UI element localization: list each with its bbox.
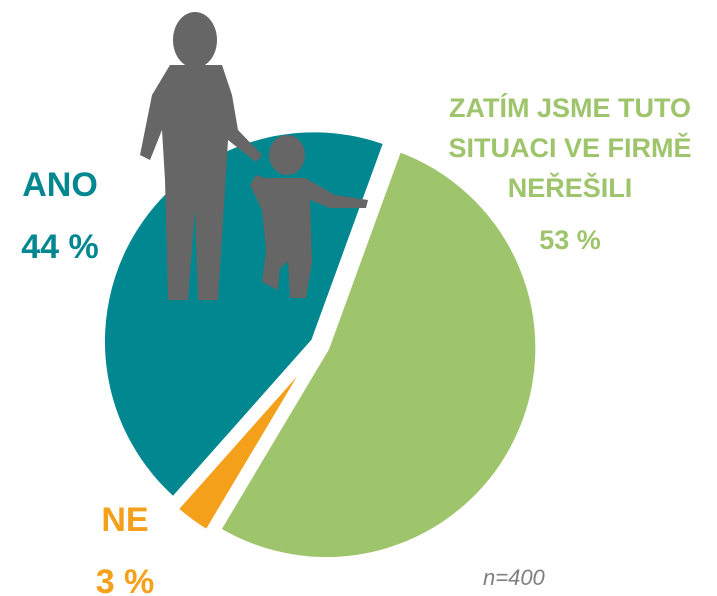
slice-label: ZATÍM JSME TUTO SITUACI VE FIRMĚ NEŘEŠIL… bbox=[430, 88, 710, 260]
category-label: ZATÍM JSME TUTO SITUACI VE FIRMĚ NEŘEŠIL… bbox=[430, 88, 710, 208]
value-label: 53 % bbox=[430, 220, 710, 260]
value-label: 44 % bbox=[0, 227, 120, 267]
page: ANO 44 % NE 3 % ZATÍM JSME TUTO SITUACI … bbox=[0, 0, 717, 596]
annotation: n=400 bbox=[483, 565, 545, 591]
slice-label: ANO 44 % bbox=[0, 165, 120, 267]
value-label: 3 % bbox=[65, 562, 185, 596]
category-label: ANO bbox=[0, 165, 120, 205]
category-label: NE bbox=[65, 500, 185, 540]
slice-label: NE 3 % bbox=[65, 500, 185, 596]
